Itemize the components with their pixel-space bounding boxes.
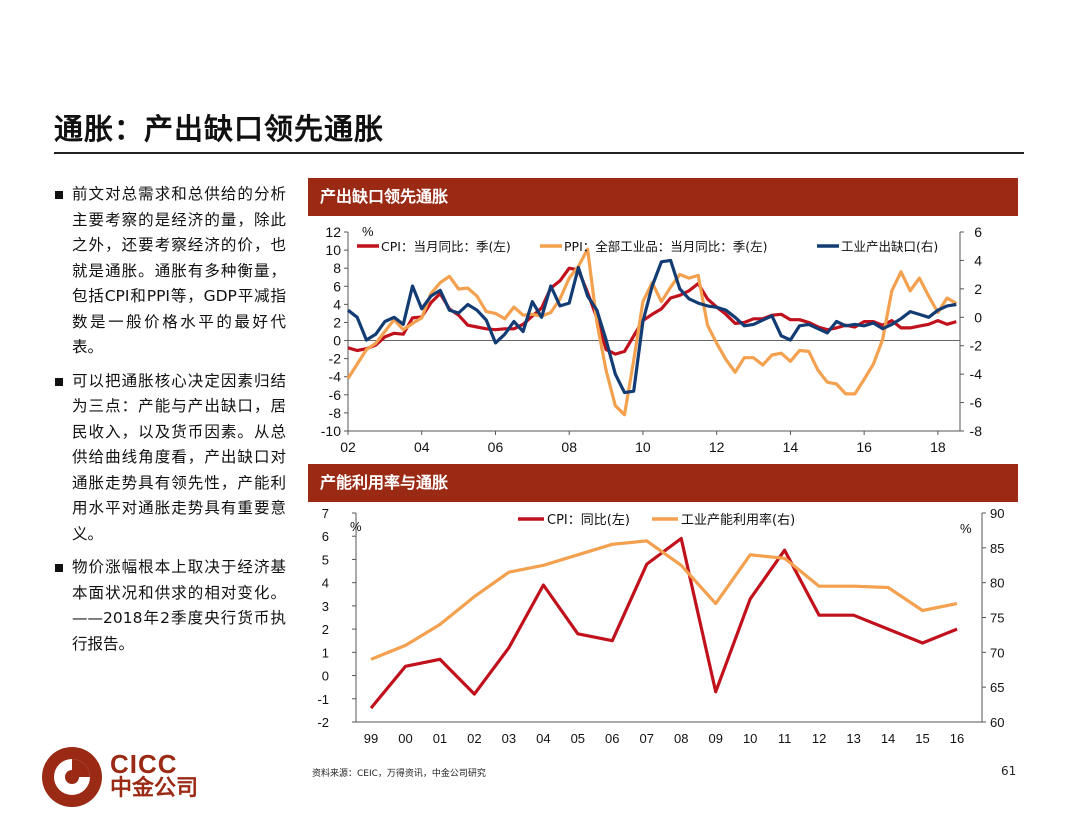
y-tick-label: 0 xyxy=(322,669,329,684)
bullet-square-icon xyxy=(55,564,63,572)
x-tick-label: 02 xyxy=(340,439,356,455)
y2-tick-label: -6 xyxy=(970,395,983,411)
y-tick-label: -2 xyxy=(317,715,329,730)
logo-en: CICC xyxy=(110,749,178,779)
series-line xyxy=(347,266,957,356)
y-unit-label: % xyxy=(362,224,374,239)
source-note: 资料来源：CEIC，万得资讯，中金公司研究 xyxy=(312,769,486,779)
x-tick-label: 16 xyxy=(950,731,964,746)
logo-cn: 中金公司 xyxy=(110,775,199,800)
x-tick-label: 99 xyxy=(364,731,378,746)
series-line xyxy=(369,536,958,710)
bullet-list: 前文对总需求和总供给的分析主要考察的是经济的量，除此之外，还要考察经济的价，也就… xyxy=(50,182,286,665)
bullet-item: 物价涨幅根本上取决于经济基本面状况和供求的相对变化。——2018年2季度央行货币… xyxy=(50,555,286,657)
x-tick-label: 02 xyxy=(467,731,481,746)
y-tick-label: 4 xyxy=(333,296,341,312)
y-tick-label: 7 xyxy=(322,506,329,521)
x-tick-label: 06 xyxy=(488,439,504,455)
x-tick-label: 01 xyxy=(433,731,447,746)
bullet-item: 可以把通胀核心决定因素归结为三点：产能与产出缺口，居民收入，以及货币因素。从总供… xyxy=(50,369,286,548)
x-tick-label: 10 xyxy=(743,731,757,746)
bullet-text: 物价涨幅根本上取决于经济基本面状况和供求的相对变化。——2018年2季度央行货币… xyxy=(72,558,286,653)
legend-label: 工业产出缺口(右) xyxy=(841,239,938,254)
x-tick-label: 15 xyxy=(915,731,929,746)
x-tick-label: 14 xyxy=(881,731,895,746)
series-line xyxy=(347,258,957,395)
legend-label: CPI：当月同比：季(左) xyxy=(381,239,511,254)
y-tick-label: 5 xyxy=(322,552,329,567)
y2-tick-label: 80 xyxy=(990,576,1004,591)
y-tick-label: 10 xyxy=(325,242,341,258)
y-tick-label: -8 xyxy=(329,405,342,421)
y-tick-label: 8 xyxy=(333,260,341,276)
x-tick-label: 04 xyxy=(536,731,550,746)
legend-label: PPI：全部工业品：当月同比：季(左) xyxy=(564,239,768,254)
cicc-logo-icon xyxy=(42,747,102,807)
y-tick-label: 3 xyxy=(322,599,329,614)
y-tick-label: 6 xyxy=(333,278,341,294)
y-tick-label: 2 xyxy=(333,314,341,330)
y-tick-label: -2 xyxy=(329,351,342,367)
y-tick-label: -4 xyxy=(329,369,342,385)
bullet-square-icon xyxy=(55,377,63,386)
y2-tick-label: 65 xyxy=(990,680,1004,695)
x-tick-label: 07 xyxy=(640,731,654,746)
x-tick-label: 14 xyxy=(783,439,799,455)
x-tick-label: 08 xyxy=(674,731,688,746)
bullet-square-icon xyxy=(55,191,63,199)
bullet-item: 前文对总需求和总供给的分析主要考察的是经济的量，除此之外，还要考察经济的价，也就… xyxy=(50,182,286,361)
y-tick-label: 2 xyxy=(322,622,329,637)
y2-tick-label: 0 xyxy=(974,309,982,325)
y2-tick-label: 6 xyxy=(974,224,982,240)
y2-tick-label: 75 xyxy=(990,611,1004,626)
y2-tick-label: 2 xyxy=(974,281,982,297)
y2-tick-label: -4 xyxy=(970,366,983,382)
y-tick-label: 4 xyxy=(322,576,329,591)
bullet-text: 可以把通胀核心决定因素归结为三点：产能与产出缺口，居民收入，以及货币因素。从总供… xyxy=(72,371,286,543)
y-tick-label: -6 xyxy=(329,387,342,403)
page-title: 通胀：产出缺口领先通胀 xyxy=(54,112,385,146)
y2-tick-label: 85 xyxy=(990,541,1004,556)
title-divider xyxy=(54,152,1024,154)
y-unit-label: % xyxy=(350,519,362,534)
y-tick-label: 0 xyxy=(333,333,341,349)
x-tick-label: 06 xyxy=(605,731,619,746)
y2-tick-label: -2 xyxy=(970,338,983,354)
legend-label: CPI：同比(左) xyxy=(547,513,630,528)
page-number: 61 xyxy=(1001,764,1017,778)
chart1-header: 产出缺口领先通胀 xyxy=(308,178,1018,216)
x-tick-label: 04 xyxy=(414,439,430,455)
bullet-text: 前文对总需求和总供给的分析主要考察的是经济的量，除此之外，还要考察经济的价，也就… xyxy=(72,185,286,356)
x-tick-label: 08 xyxy=(561,439,577,455)
y-tick-label: -1 xyxy=(317,692,329,707)
series-line xyxy=(370,539,958,661)
y2-tick-label: -8 xyxy=(970,423,983,439)
x-tick-label: 12 xyxy=(812,731,826,746)
x-tick-label: 10 xyxy=(635,439,651,455)
chart2-header: 产能利用率与通胀 xyxy=(308,464,1018,502)
y-tick-label: 6 xyxy=(322,529,329,544)
y-tick-label: -10 xyxy=(321,423,341,439)
legend-label: 工业产能利用率(右) xyxy=(681,512,795,528)
x-tick-label: 00 xyxy=(398,731,412,746)
y2-unit-label: % xyxy=(960,521,972,536)
series-line xyxy=(346,247,958,417)
y-tick-label: 12 xyxy=(325,224,341,240)
y2-tick-label: 60 xyxy=(990,715,1004,730)
logo-text: CICC 中金公司 xyxy=(110,749,199,800)
y2-tick-label: 70 xyxy=(990,645,1004,660)
x-tick-label: 13 xyxy=(846,731,860,746)
x-tick-label: 16 xyxy=(856,439,872,455)
y2-tick-label: 90 xyxy=(990,506,1004,521)
x-tick-label: 05 xyxy=(571,731,585,746)
y-tick-label: 1 xyxy=(322,645,329,660)
y2-tick-label: 4 xyxy=(974,252,982,268)
output-gap-chart: 12 10 8 6 4 2 0 -2 -4 -6 -8 -10 6 4 2 0 -2 -4 -6 -8 02 04 06 08… xyxy=(321,224,983,455)
x-tick-label: 03 xyxy=(502,731,516,746)
x-tick-label: 12 xyxy=(709,439,725,455)
x-tick-label: 09 xyxy=(708,731,722,746)
x-tick-label: 11 xyxy=(778,731,792,746)
x-tick-label: 18 xyxy=(930,439,946,455)
